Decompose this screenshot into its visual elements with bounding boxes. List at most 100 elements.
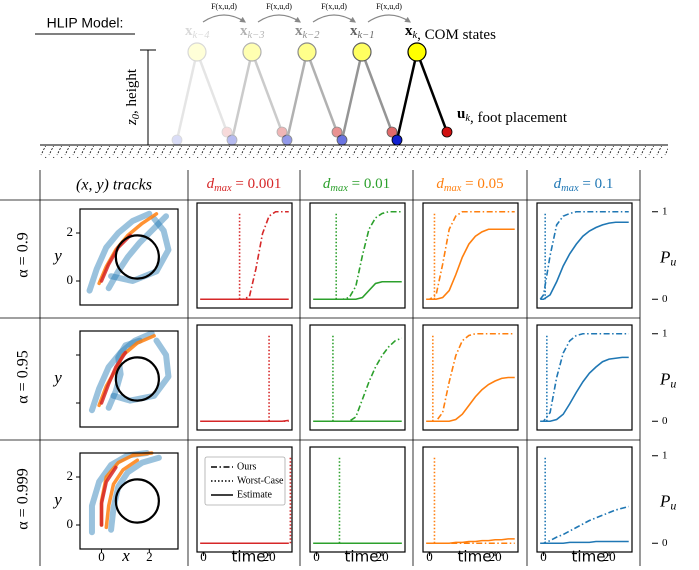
- state-label: xk−1: [350, 23, 375, 41]
- ours-line: [540, 332, 629, 423]
- math-var: u: [457, 106, 465, 122]
- legend-label: Estimate: [237, 489, 273, 500]
- math-text: = 0.001: [232, 176, 282, 192]
- math-text: = 0.05: [461, 176, 503, 192]
- height-label: z0, height: [124, 68, 142, 126]
- track: [110, 337, 172, 404]
- math-var: x: [405, 23, 413, 39]
- y-tick-label: 0: [662, 293, 668, 305]
- estimate-line: [540, 221, 629, 301]
- y-axis-label: Pu: [659, 247, 676, 268]
- dynamics-arrow: [312, 14, 356, 23]
- dynamics-arrow: [202, 14, 246, 23]
- foot-placement: [276, 126, 288, 138]
- pendulum: [391, 42, 453, 146]
- ours-line: [426, 210, 515, 301]
- foot-placement: [386, 126, 398, 138]
- y-tick-label: 0: [662, 537, 668, 549]
- tracks-frame: [79, 330, 179, 428]
- row-label: α = 0.9: [15, 232, 32, 277]
- estimate-line: [540, 356, 629, 423]
- input-label: uk, foot placement: [457, 106, 568, 126]
- x-tick-label: 20: [489, 549, 502, 564]
- track: [99, 465, 118, 527]
- panel-frame: [536, 324, 633, 431]
- y-axis-label: y: [52, 368, 62, 387]
- pendulum: [281, 42, 343, 146]
- stance-leg: [175, 51, 199, 141]
- panel-frame: [196, 324, 293, 431]
- math-var: x: [350, 23, 358, 39]
- ours-line: [313, 337, 403, 423]
- math-text: = 0.01: [348, 176, 390, 192]
- panel-frame: [309, 202, 406, 309]
- state-label: xk, COM states: [405, 23, 496, 43]
- dynamics-label: F(x,u,d): [211, 2, 237, 11]
- panel-frame: [196, 446, 293, 553]
- x-axis-label: time: [458, 548, 492, 566]
- state-label: xk−3: [240, 23, 265, 41]
- estimate-line: [426, 228, 515, 301]
- estimate-line: [426, 376, 515, 423]
- dynamics-label: F(x,u,d): [266, 2, 292, 11]
- foot-placement: [221, 126, 233, 138]
- stance-leg: [230, 51, 254, 141]
- ours-line: [539, 210, 629, 300]
- swing-leg: [250, 51, 284, 133]
- math-var: z: [124, 119, 140, 126]
- com: [297, 42, 317, 62]
- track: [104, 458, 140, 530]
- swing-leg: [360, 51, 394, 133]
- y-axis-label: y: [52, 246, 62, 265]
- row-label: α = 0.999: [15, 468, 32, 529]
- obstacle: [114, 356, 160, 402]
- panel-frame: [536, 446, 633, 553]
- math-sub: max: [214, 183, 232, 194]
- com: [187, 42, 207, 62]
- legend-frame: [204, 456, 286, 506]
- stance-leg: [340, 51, 364, 141]
- y-tick-label: 0: [662, 415, 668, 427]
- track: [88, 330, 155, 414]
- panel-frame: [422, 324, 519, 431]
- math-sub: max: [330, 183, 348, 194]
- math-sub: k−2: [303, 30, 321, 41]
- y-axis-label: Pu: [659, 491, 676, 512]
- x-axis-label: x: [121, 546, 130, 565]
- x-tick-label: 2: [146, 549, 153, 564]
- math-sub: k−4: [193, 30, 211, 41]
- column-header: dmax = 0.001: [207, 176, 282, 194]
- dynamics-arrow: [257, 14, 301, 23]
- swing-leg: [195, 51, 229, 133]
- x-tick-label: 20: [263, 549, 276, 564]
- math-var: d: [554, 176, 562, 192]
- math-sub: k−3: [248, 30, 265, 41]
- math-var: P: [659, 247, 670, 266]
- com: [242, 42, 262, 62]
- ours-line: [313, 210, 402, 301]
- obstacle: [114, 478, 160, 524]
- y-tick-label: 2: [67, 224, 74, 239]
- ours-line: [426, 332, 515, 423]
- math-text: , height: [124, 68, 140, 114]
- pendulum: [336, 42, 398, 146]
- ours-line: [540, 505, 629, 545]
- stance-leg: [395, 51, 419, 141]
- math-sub: k−1: [358, 30, 375, 41]
- state-label: xk−2: [295, 23, 320, 41]
- row-label: α = 0.95: [15, 350, 32, 403]
- panel-frame: [196, 202, 293, 309]
- tracks-clip: [88, 450, 162, 536]
- pendulum: [226, 42, 288, 146]
- math-var: x: [240, 23, 248, 39]
- y-tick-label: 2: [67, 468, 74, 483]
- math-sub: k: [465, 113, 470, 124]
- input-note: , foot placement: [470, 110, 568, 126]
- math-sub: max: [444, 183, 462, 194]
- math-sub: max: [561, 183, 579, 194]
- x-tick-label: 20: [603, 549, 616, 564]
- x-axis-label: time: [345, 548, 379, 566]
- math-sub: u: [670, 376, 676, 390]
- pendulum: [171, 42, 233, 146]
- state-label: xk−4: [185, 23, 210, 41]
